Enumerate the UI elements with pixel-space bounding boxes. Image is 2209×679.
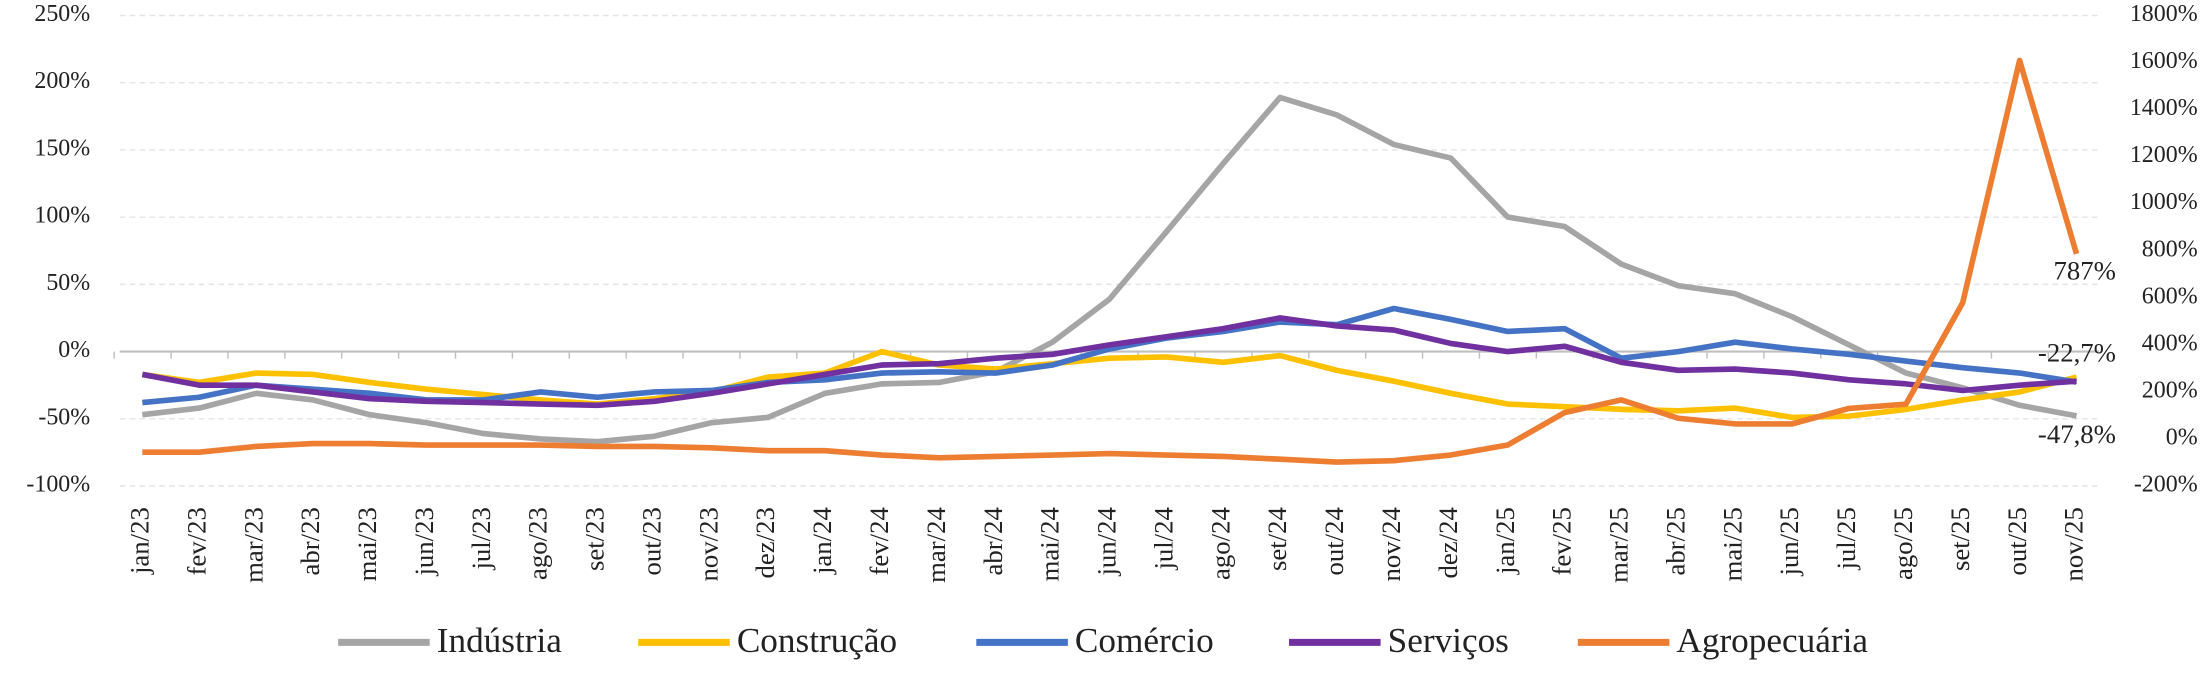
x-tick-label: jan/25 — [1490, 507, 1520, 575]
legend-label: Comércio — [1075, 621, 1214, 660]
x-tick-label: dez/24 — [1433, 507, 1463, 578]
y2-tick-label: 1000% — [2130, 189, 2198, 215]
x-tick-label: jun/25 — [1774, 507, 1804, 576]
x-tick-label: ago/23 — [523, 507, 553, 580]
legend: Indústria Construção Comércio Serviços Agrop… — [338, 621, 1868, 660]
x-tick-label: jun/23 — [409, 507, 439, 576]
x-tick-label: ago/25 — [1888, 507, 1918, 580]
x-tick-label: set/23 — [580, 507, 610, 571]
x-tick-label: jul/24 — [1148, 507, 1178, 570]
y2-tick-label: 400% — [2142, 330, 2198, 356]
y2-tick-label: 1400% — [2130, 95, 2198, 121]
x-tick-label: mai/24 — [1035, 507, 1065, 581]
series-line — [141, 348, 2078, 421]
x-tick-label: fev/23 — [181, 507, 211, 575]
y2-tick-label: 1600% — [2130, 48, 2198, 74]
x-tick-label: jan/24 — [807, 507, 837, 575]
data-label: -47,8% — [2038, 419, 2116, 449]
y2-tick-label: 200% — [2142, 377, 2198, 403]
y-tick-label: 0% — [58, 337, 90, 363]
legend-label: Indústria — [437, 621, 563, 660]
y2-tick-label: 0% — [2166, 424, 2198, 450]
x-tick-label: jan/23 — [124, 507, 154, 575]
y-tick-label: 250% — [34, 1, 90, 27]
x-tick-label: out/23 — [636, 507, 666, 575]
x-tick-label: set/24 — [1262, 507, 1292, 571]
data-label: -22,7% — [2038, 337, 2116, 367]
series-line — [142, 94, 2078, 445]
x-tick-label: nov/25 — [2059, 507, 2089, 581]
x-tick-label: mai/23 — [352, 507, 382, 581]
x-tick-label: abr/25 — [1660, 507, 1690, 575]
x-tick-label: mai/25 — [1717, 507, 1747, 581]
legend-label: Construção — [737, 621, 897, 660]
legend-label: Serviços — [1388, 621, 1509, 660]
x-tick-label: fev/25 — [1547, 507, 1577, 575]
y2-tick-label: 1200% — [2130, 142, 2198, 168]
x-tick-label: abr/24 — [978, 507, 1008, 575]
y-tick-label: 50% — [46, 270, 90, 296]
series-line — [142, 57, 2080, 465]
y2-tick-label: 600% — [2142, 283, 2198, 309]
x-tick-label: nov/23 — [693, 507, 723, 581]
x-tick-label: mar/24 — [921, 507, 951, 583]
y2-tick-label: -200% — [2134, 472, 2198, 498]
y-tick-label: 200% — [34, 68, 90, 94]
y-tick-label: 100% — [34, 203, 90, 229]
y2-tick-label: 800% — [2142, 236, 2198, 262]
x-tick-label: set/25 — [1945, 507, 1975, 571]
x-tick-label: out/25 — [2002, 507, 2032, 575]
x-tick-label: jun/24 — [1092, 507, 1122, 576]
x-tick-label: fev/24 — [864, 507, 894, 575]
series-line — [141, 315, 2077, 409]
x-tick-label: mar/25 — [1604, 507, 1634, 583]
y-tick-label: -100% — [26, 472, 90, 498]
legend-label: Agropecuária — [1676, 621, 1868, 660]
x-tick-label: jul/25 — [1831, 507, 1861, 570]
data-label: 787% — [2054, 256, 2116, 286]
x-tick-label: ago/24 — [1205, 507, 1235, 580]
y-tick-label: 150% — [34, 135, 90, 161]
y2-tick-label: 1800% — [2130, 1, 2198, 27]
x-tick-label: jul/23 — [466, 507, 496, 570]
y-tick-label: -50% — [38, 404, 90, 430]
x-tick-label: nov/24 — [1376, 507, 1406, 581]
x-tick-label: mar/23 — [238, 507, 268, 583]
x-tick-label: out/24 — [1319, 507, 1349, 575]
x-tick-label: abr/23 — [295, 507, 325, 575]
x-tick-label: dez/23 — [750, 507, 780, 578]
